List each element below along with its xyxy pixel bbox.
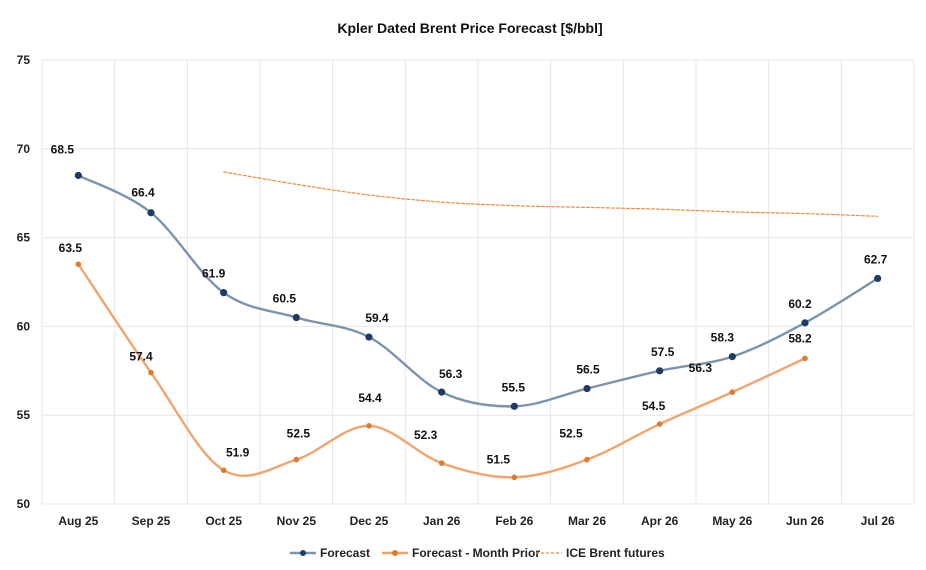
- y-tick-label: 60: [17, 319, 31, 333]
- data-point: [656, 421, 663, 427]
- data-label: 52.3: [414, 428, 438, 442]
- y-tick-label: 65: [17, 231, 31, 245]
- data-point: [438, 388, 446, 396]
- series-line-forecast-month-prior: [77, 263, 807, 479]
- y-tick-label: 75: [17, 53, 31, 67]
- data-point: [729, 389, 736, 395]
- y-tick-label: 55: [17, 408, 31, 422]
- data-label: 55.5: [502, 380, 526, 394]
- data-point: [511, 474, 518, 481]
- series-layer: [74, 171, 882, 481]
- data-label: 52.5: [287, 427, 311, 441]
- x-tick-label: Jul 26: [861, 514, 895, 528]
- legend-label: Forecast - Month Prior: [412, 546, 540, 560]
- axis-layer: 50 55 60 65 70 75 Aug 25 Sep 25 Oct 25 Nov 25 Dec …: [17, 53, 895, 528]
- legend-label: ICE Brent futures: [566, 546, 665, 560]
- x-tick-label: Sep 25: [132, 514, 171, 528]
- legend-marker: [392, 550, 398, 556]
- data-label: 60.2: [788, 297, 812, 311]
- data-point: [438, 460, 445, 466]
- data-point: [292, 313, 300, 322]
- x-tick-label: Feb 26: [495, 514, 533, 528]
- data-label: 58.3: [711, 331, 735, 345]
- data-point: [220, 467, 227, 474]
- legend-marker: [300, 550, 306, 556]
- data-point: [365, 333, 373, 341]
- x-tick-label: May 26: [712, 514, 752, 528]
- data-label: 61.9: [202, 267, 226, 281]
- legend-label: Forecast: [320, 546, 370, 560]
- x-tick-label: Apr 26: [641, 514, 679, 528]
- data-point: [74, 171, 82, 180]
- data-label: 54.5: [642, 399, 666, 413]
- data-point: [220, 289, 228, 297]
- data-label: 56.5: [576, 363, 600, 377]
- data-label: 66.4: [131, 186, 155, 200]
- x-tick-label: Nov 25: [277, 514, 317, 528]
- data-point: [293, 456, 300, 463]
- x-tick-label: Jan 26: [423, 514, 461, 528]
- series-line-forecast: [77, 174, 879, 408]
- data-point: [874, 274, 882, 283]
- data-label: 56.3: [439, 367, 463, 381]
- data-label: 57.4: [129, 350, 153, 364]
- data-label-layer: 68.5 66.4 61.9 60.5 59.4 56.3 55.5 56.5 57.5 58.3…: [51, 142, 888, 466]
- data-point: [75, 261, 82, 268]
- x-tick-label: Mar 26: [568, 514, 606, 528]
- chart-title: Kpler Dated Brent Price Forecast [$/bbl]: [337, 20, 602, 36]
- grid-layer: [41, 59, 915, 505]
- data-label: 68.5: [51, 142, 75, 156]
- x-tick-label: Oct 25: [205, 514, 242, 528]
- data-point: [728, 352, 736, 361]
- data-point: [802, 355, 808, 362]
- legend: Forecast Forecast - Month Prior ICE Brent …: [290, 546, 665, 560]
- data-point: [510, 402, 518, 410]
- series-line-ice-brent-futures: [223, 171, 879, 217]
- x-tick-label: Jun 26: [786, 514, 824, 528]
- data-label: 54.4: [358, 391, 382, 405]
- data-point: [583, 384, 591, 393]
- data-label: 59.4: [365, 311, 389, 325]
- data-point: [366, 423, 372, 429]
- data-point: [656, 367, 664, 375]
- data-point: [148, 369, 154, 376]
- data-label: 63.5: [59, 241, 83, 255]
- data-point: [801, 319, 809, 327]
- data-label: 57.5: [651, 345, 675, 359]
- data-point: [147, 209, 155, 217]
- data-label: 52.5: [559, 427, 583, 441]
- data-label: 51.5: [487, 452, 511, 466]
- data-label: 51.9: [226, 445, 250, 459]
- data-label: 58.2: [788, 331, 812, 345]
- data-label: 62.7: [864, 252, 888, 266]
- data-label: 60.5: [273, 292, 297, 306]
- x-tick-label: Dec 25: [350, 514, 389, 528]
- y-tick-label: 70: [17, 142, 31, 156]
- data-point: [584, 456, 590, 463]
- data-label: 56.3: [689, 361, 713, 375]
- y-tick-label: 50: [17, 497, 31, 511]
- x-tick-label: Aug 25: [58, 514, 98, 528]
